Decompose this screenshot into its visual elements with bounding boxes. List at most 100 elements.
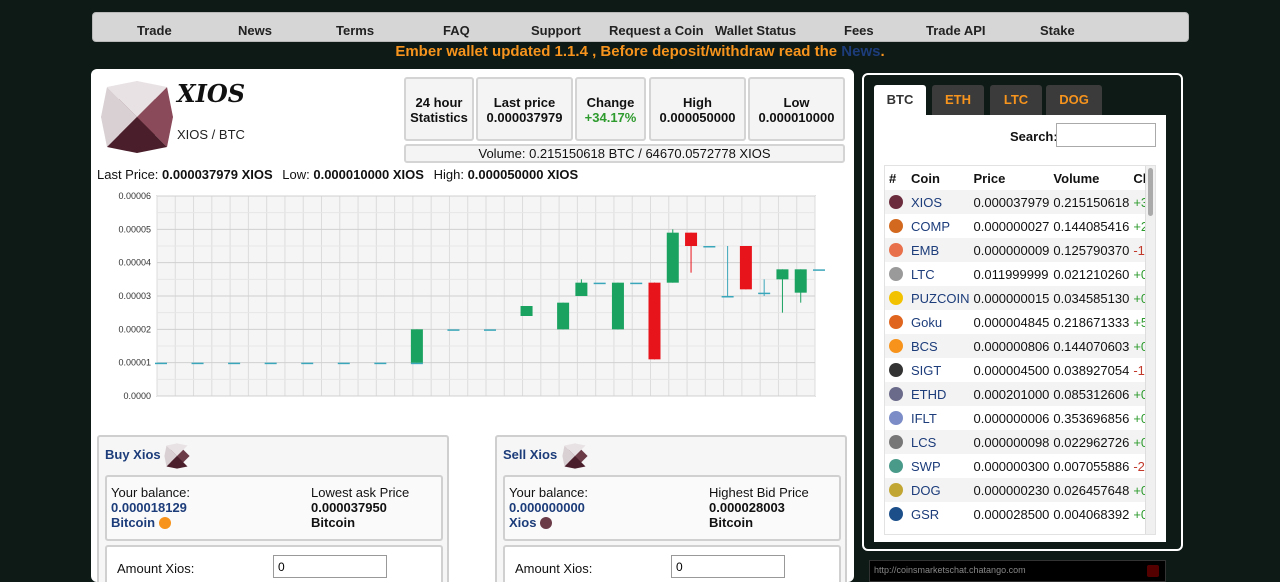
buy-price-value[interactable]: 0.000037950 — [311, 500, 387, 515]
chat-bar[interactable]: http://coinsmarketschat.chatango.com — [869, 560, 1166, 582]
nav-request-coin[interactable]: Request a Coin — [609, 23, 704, 38]
coin-table-scrollbar[interactable] — [1145, 166, 1155, 534]
sell-price-label: Highest Bid Price — [709, 485, 809, 500]
coin-row[interactable]: BCS 0.000000806 0.144070603 +0 — [885, 334, 1151, 358]
coin-volume: 0.038927054 — [1053, 362, 1130, 378]
markets-list-box: Search: # Coin Price Volume Ch XIOS 0.000… — [874, 115, 1166, 542]
nav-fees[interactable]: Fees — [844, 23, 874, 38]
coin-row[interactable]: LTC 0.011999999 0.021210260 +0 — [885, 262, 1151, 286]
scroll-thumb[interactable] — [1148, 168, 1153, 216]
tab-eth[interactable]: ETH — [932, 85, 984, 115]
coin-name[interactable]: GSR — [911, 506, 940, 522]
sell-amount-input[interactable] — [671, 555, 785, 578]
buy-amount-box: Amount Xios: — [105, 545, 443, 582]
coin-change: +5 — [1133, 314, 1149, 330]
tab-ltc[interactable]: LTC — [990, 85, 1042, 115]
coin-table-wrap[interactable]: # Coin Price Volume Ch XIOS 0.000037979 0.… — [884, 165, 1156, 535]
stats-label-line1: 24 hour — [415, 95, 463, 110]
nav-trade-api[interactable]: Trade API — [926, 23, 986, 38]
coin-name[interactable]: LTC — [911, 266, 935, 282]
coin-name[interactable]: SWP — [911, 458, 941, 474]
bitcoin-icon — [158, 517, 171, 529]
coin-icon — [889, 410, 903, 425]
buy-balance-col: Your balance: 0.000018129 Bitcoin — [111, 485, 190, 530]
coin-name[interactable]: BCS — [907, 334, 970, 358]
chart-candle-body — [776, 269, 789, 280]
chart-y-tick-label: 0.0000 — [123, 391, 151, 400]
sell-title: Sell Xios — [503, 447, 558, 462]
coin-name[interactable]: PUZCOIN — [907, 286, 970, 310]
search-input[interactable] — [1056, 123, 1156, 147]
coin-volume: 0.144085416 — [1053, 218, 1130, 234]
nav-news[interactable]: News — [238, 23, 272, 38]
sell-price-value[interactable]: 0.000028003 — [709, 500, 785, 515]
coin-icon — [889, 482, 903, 497]
chat-url[interactable]: http://coinsmarketschat.chatango.com — [874, 565, 1026, 575]
last-price-summary-value: 0.000037979 XIOS — [162, 167, 273, 182]
stats-label-line2: Statistics — [410, 110, 468, 125]
coin-row[interactable]: IFLT 0.000000006 0.353696856 +0 — [885, 406, 1151, 430]
search-label: Search: — [1010, 129, 1058, 144]
chart-y-tick-label: 0.00003 — [118, 291, 151, 301]
high-box: High 0.000050000 — [649, 77, 746, 141]
col-coin[interactable]: Coin — [911, 170, 940, 186]
coin-row[interactable]: SWP 0.000000300 0.007055886 -2 — [885, 454, 1151, 478]
coin-name[interactable]: XIOS — [907, 190, 970, 214]
coin-row[interactable]: PUZCOIN 0.000000015 0.034585130 +0 — [885, 286, 1151, 310]
low-summary-label: Low: — [282, 167, 310, 182]
coin-row[interactable]: GSR 0.000028500 0.004068392 +0 — [885, 502, 1151, 526]
coin-row[interactable]: Goku 0.000004845 0.218671333 +5 — [885, 310, 1151, 334]
coin-name[interactable]: Goku — [911, 314, 943, 330]
announcement-news-link[interactable]: News — [841, 43, 881, 60]
col-price[interactable]: Price — [973, 170, 1006, 186]
col-index[interactable]: # — [889, 170, 897, 186]
sell-balance-col: Your balance: 0.000000000 Xios — [509, 485, 588, 530]
coin-icon — [889, 218, 903, 233]
coin-row[interactable]: COMP 0.000000027 0.144085416 +2 — [885, 214, 1151, 238]
coin-name[interactable]: IFLT — [911, 410, 937, 426]
chat-toggle-icon[interactable] — [1147, 565, 1159, 577]
coin-name[interactable]: LCS — [907, 430, 970, 454]
coin-name[interactable]: SIGT — [911, 362, 942, 378]
nav-support[interactable]: Support — [531, 23, 581, 38]
coin-volume: 0.026457648 — [1049, 478, 1130, 502]
col-volume[interactable]: Volume — [1053, 170, 1100, 186]
buy-panel: Buy Xios Your balance: 0.000018129 Bitco… — [97, 435, 449, 582]
tab-btc[interactable]: BTC — [874, 85, 926, 115]
coin-title: XIOS — [177, 79, 246, 108]
coin-icon-cell — [885, 454, 907, 478]
chart-candle-body — [520, 306, 533, 316]
nav-stake[interactable]: Stake — [1040, 23, 1075, 38]
coin-row[interactable]: EMB 0.000000009 0.125790370 -1 — [885, 238, 1151, 262]
nav-faq[interactable]: FAQ — [443, 23, 470, 38]
chart-candle-body — [557, 302, 570, 330]
coin-name[interactable]: COMP — [911, 218, 950, 234]
coin-icon-cell — [885, 310, 907, 334]
coin-name[interactable]: EMB — [907, 238, 970, 262]
coin-row[interactable]: XIOS 0.000037979 0.215150618 +3 — [885, 190, 1151, 214]
nav-wallet-status[interactable]: Wallet Status — [715, 23, 797, 38]
coin-volume: 0.004068392 — [1053, 506, 1130, 522]
chart-candle-body — [484, 329, 496, 331]
coin-table-header: # Coin Price Volume Ch — [885, 166, 1151, 190]
coin-row[interactable]: SIGT 0.000004500 0.038927054 -1 — [885, 358, 1151, 382]
buy-amount-input[interactable] — [273, 555, 387, 578]
coin-row[interactable]: LCS 0.000000098 0.022962726 +0 — [885, 430, 1151, 454]
last-price-box: Last price 0.000037979 — [476, 77, 573, 141]
high-value: 0.000050000 — [659, 110, 736, 125]
coin-icon — [889, 506, 903, 521]
sell-balance-value[interactable]: 0.000000000 — [509, 500, 585, 515]
tab-dog[interactable]: DOG — [1046, 85, 1102, 115]
nav-trade[interactable]: Trade — [137, 23, 172, 38]
coin-icon-cell — [885, 334, 907, 358]
coin-row[interactable]: DOG 0.000000230 0.026457648 +0 — [885, 478, 1151, 502]
nav-terms[interactable]: Terms — [336, 23, 375, 38]
coin-row[interactable]: ETHD 0.000201000 0.085312606 +0 — [885, 382, 1151, 406]
coin-icon — [889, 362, 903, 377]
coin-name[interactable]: ETHD — [907, 382, 970, 406]
buy-balance-value[interactable]: 0.000018129 — [111, 500, 187, 515]
coin-name[interactable]: DOG — [907, 478, 970, 502]
chart-candle-body — [739, 246, 752, 290]
price-chart[interactable]: 0.0000 0.00001 0.00002 0.00003 0.00004 0.0000… — [91, 185, 854, 400]
buy-amount-label: Amount Xios: — [117, 561, 195, 576]
